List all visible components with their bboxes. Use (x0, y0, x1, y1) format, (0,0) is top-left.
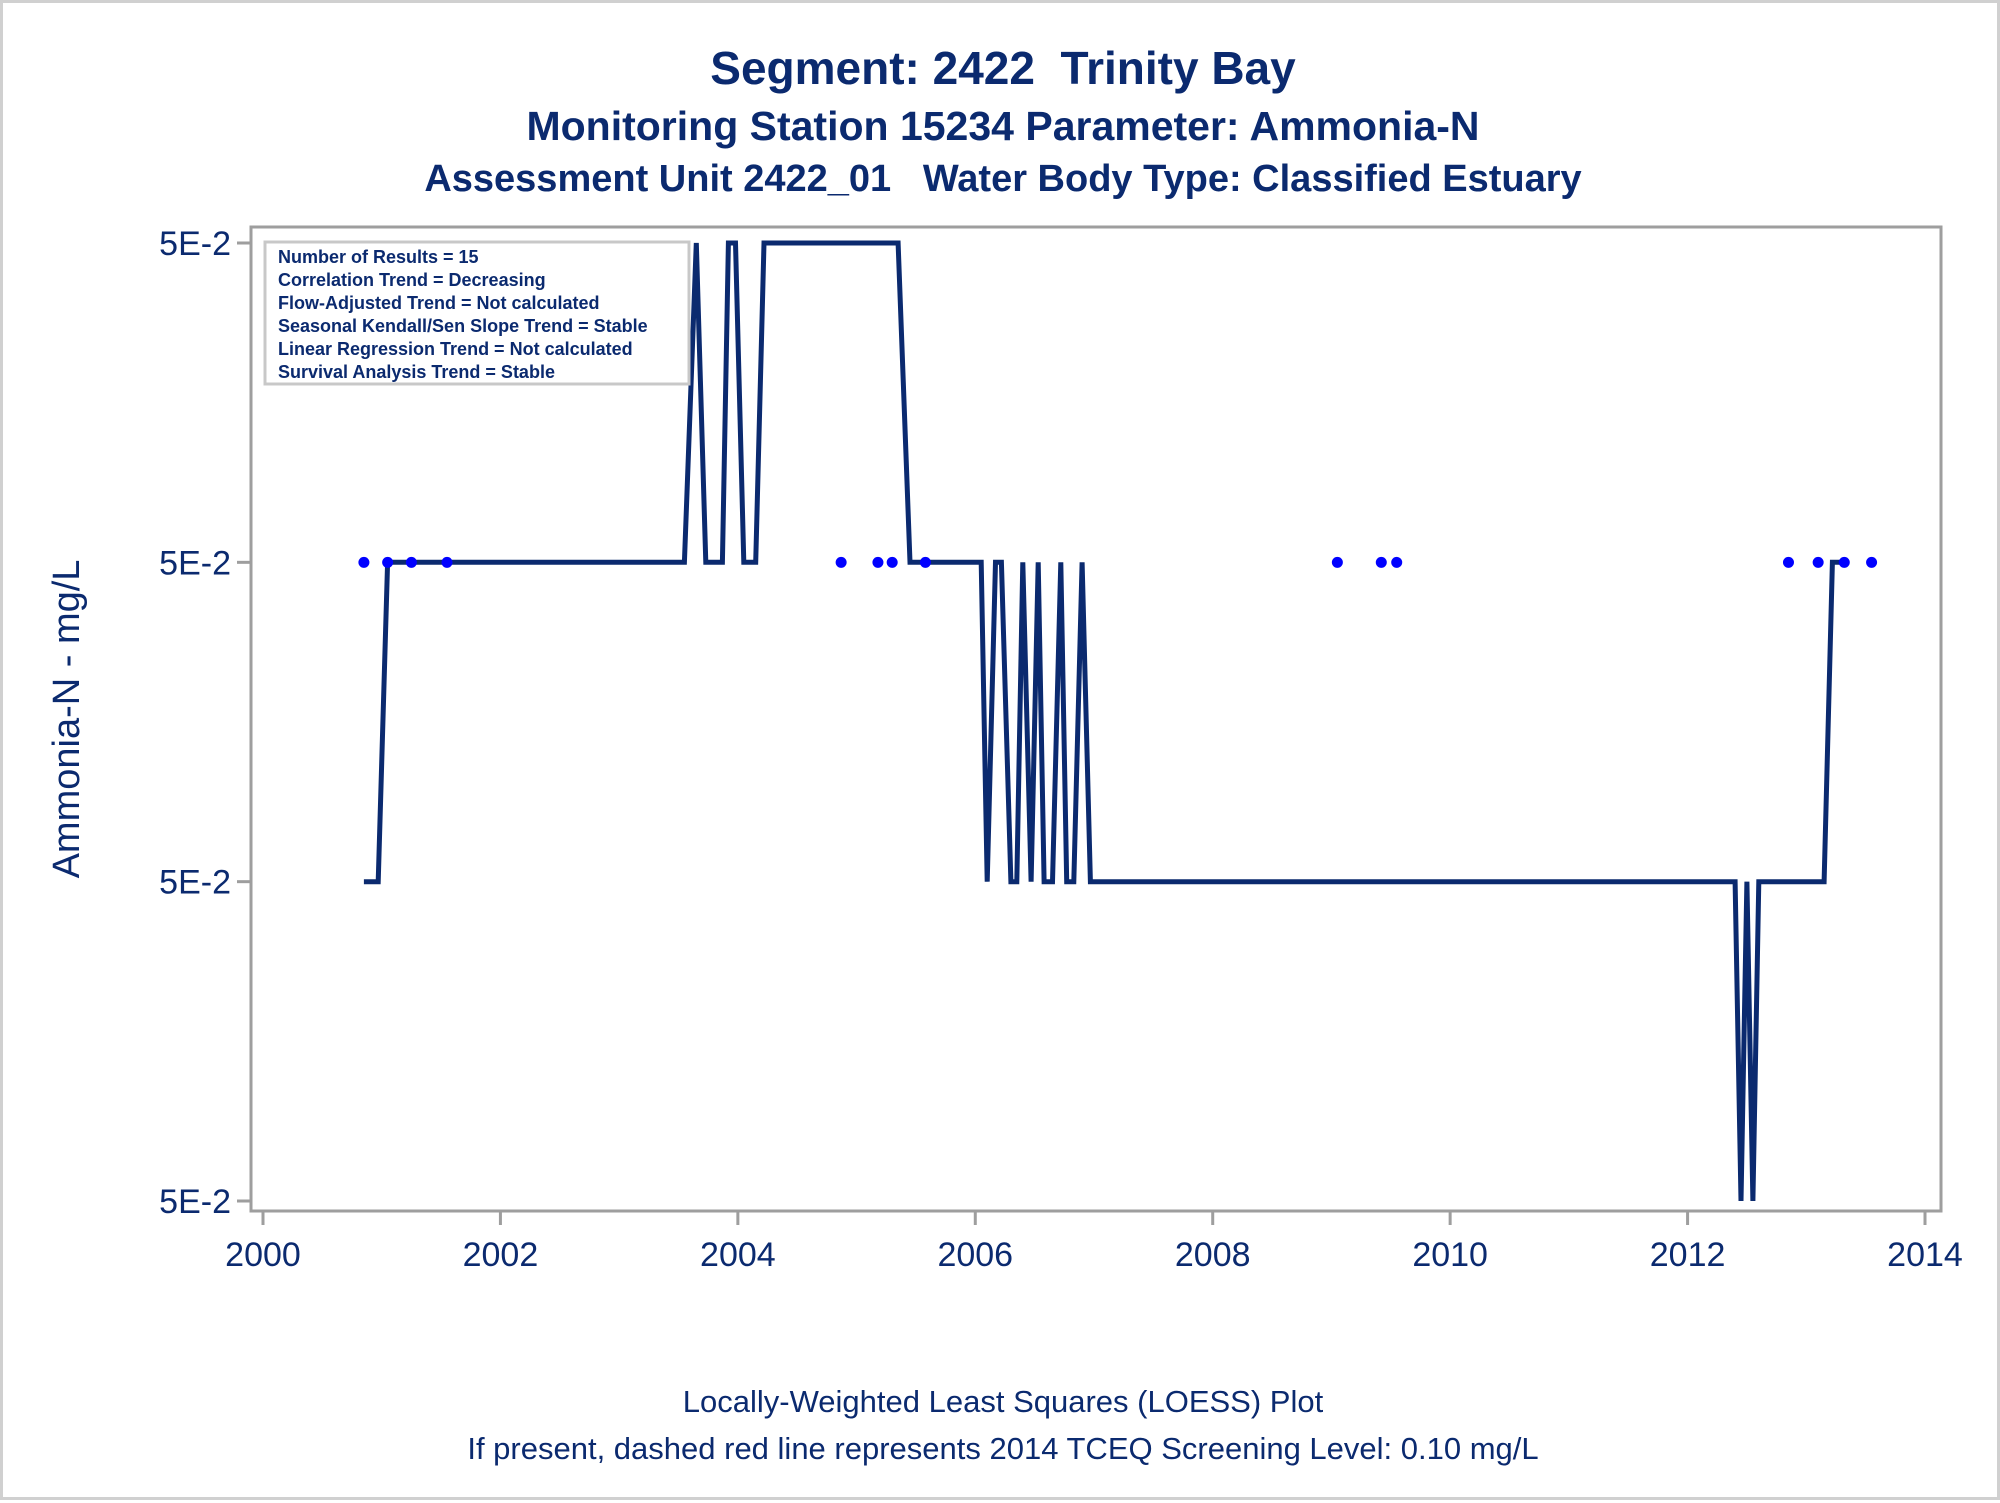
y-axis-label: Ammonia-N - mg/L (46, 560, 88, 879)
loess-line (363, 240, 1845, 1202)
data-point (382, 556, 394, 568)
data-point (1838, 556, 1850, 568)
x-tick-label: 2004 (700, 1236, 776, 1274)
x-tick-label: 2014 (1887, 1236, 1963, 1274)
chart-subtitle-assessment: Assessment Unit 2422_01 Water Body Type:… (424, 158, 1582, 200)
data-point (1331, 556, 1343, 568)
data-point (1391, 556, 1403, 568)
y-tick-label: 5E-2 (159, 544, 231, 582)
data-point (919, 556, 931, 568)
plot-border (249, 225, 1943, 1213)
x-tick-label: 2000 (225, 1236, 301, 1274)
plot-area (249, 225, 1943, 1213)
footnote-loess: Locally-Weighted Least Squares (LOESS) P… (682, 1384, 1324, 1419)
data-point (1375, 556, 1387, 568)
data-point (358, 556, 370, 568)
x-axis: 2000 2002 2004 2006 2008 2010 2012 2014 (225, 1211, 1963, 1274)
data-point (1866, 556, 1878, 568)
y-tick-label: 5E-2 (159, 1183, 231, 1221)
x-tick-label: 2008 (1175, 1236, 1251, 1274)
data-point (1782, 556, 1794, 568)
data-point (872, 556, 884, 568)
series-layer (358, 240, 1878, 1202)
data-point (1812, 556, 1824, 568)
data-point (441, 556, 453, 568)
loess-plot: 5E-2 5E-2 5E-2 5E-2 2000 2002 2004 2006 2008 201… (46, 225, 1963, 1274)
chart-subtitle-station: Monitoring Station 15234 Parameter: Ammo… (526, 103, 1480, 149)
data-point (405, 556, 417, 568)
y-axis: 5E-2 5E-2 5E-2 5E-2 (159, 225, 251, 1221)
x-tick-label: 2006 (937, 1236, 1013, 1274)
stats-box-border (263, 240, 691, 386)
chart-title: Segment: 2422 Trinity Bay (710, 42, 1296, 94)
stats-line: Correlation Trend = Decreasing (278, 270, 546, 290)
data-point (835, 556, 847, 568)
stats-line: Number of Results = 15 (278, 247, 479, 267)
footnote-screening-level: If present, dashed red line represents 2… (467, 1431, 1539, 1466)
stats-line: Flow-Adjusted Trend = Not calculated (278, 293, 600, 313)
stats-line: Survival Analysis Trend = Stable (278, 362, 555, 382)
x-tick-label: 2012 (1650, 1236, 1726, 1274)
y-tick-label: 5E-2 (159, 225, 231, 263)
data-point (886, 556, 898, 568)
y-tick-label: 5E-2 (159, 864, 231, 902)
x-tick-label: 2002 (463, 1236, 539, 1274)
x-tick-label: 2010 (1412, 1236, 1488, 1274)
stats-line: Seasonal Kendall/Sen Slope Trend = Stabl… (278, 316, 648, 336)
stats-line: Linear Regression Trend = Not calculated (278, 339, 633, 359)
stats-box: Number of Results = 15 Correlation Trend … (263, 240, 691, 386)
